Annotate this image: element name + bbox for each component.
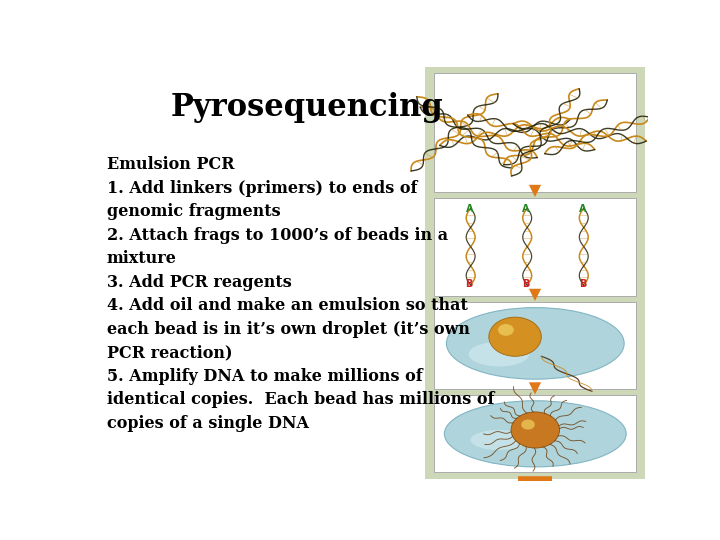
Bar (434, 302, 636, 389)
Circle shape (511, 412, 559, 448)
Circle shape (521, 420, 535, 430)
Bar (434, 73, 636, 192)
Text: B: B (466, 279, 473, 289)
Text: B: B (522, 279, 529, 289)
Bar (425, 67, 645, 478)
Ellipse shape (446, 308, 624, 379)
Text: Pyrosequencing: Pyrosequencing (171, 92, 444, 123)
Text: B: B (579, 279, 586, 289)
Ellipse shape (469, 342, 529, 367)
Text: A: A (522, 204, 530, 214)
Circle shape (489, 317, 541, 356)
Bar (434, 198, 636, 295)
Text: A: A (579, 204, 586, 214)
Bar (434, 395, 636, 472)
Text: Emulsion PCR
1. Add linkers (primers) to ends of
genomic fragments
2. Attach fra: Emulsion PCR 1. Add linkers (primers) to… (107, 156, 494, 432)
Ellipse shape (444, 401, 626, 467)
Ellipse shape (471, 430, 527, 450)
Circle shape (498, 324, 514, 336)
Text: A: A (466, 204, 473, 214)
